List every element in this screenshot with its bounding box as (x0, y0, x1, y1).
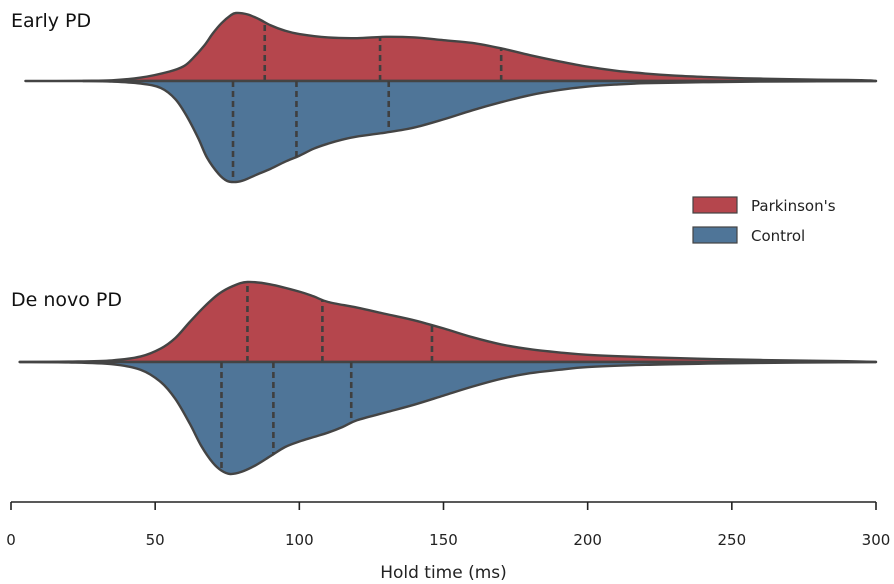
legend-swatch (692, 226, 738, 244)
x-axis-label: Hold time (ms) (380, 563, 507, 583)
violin-panel: Early PD (11, 10, 878, 184)
violin-half (81, 79, 878, 184)
x-ticks: 0 50 100 150 200 250 300 (6, 502, 890, 549)
legend: Parkinson's Control (692, 196, 836, 245)
violin-half (18, 280, 878, 364)
x-tick-label: 300 (862, 531, 891, 549)
legend-label: Parkinson's (751, 197, 836, 215)
x-axis: 0 50 100 150 200 250 300 Hold time (ms) (6, 501, 890, 583)
x-tick-label: 0 (6, 531, 16, 549)
violin-half (18, 360, 878, 476)
violin-panel: De novo PD (11, 280, 878, 476)
x-tick-label: 50 (146, 531, 165, 549)
x-tick-label: 150 (429, 531, 458, 549)
legend-label: Control (751, 227, 805, 245)
panel-title: De novo PD (11, 289, 122, 311)
x-tick-label: 250 (718, 531, 747, 549)
panels: Early PD De novo PD (11, 10, 878, 476)
panel-title: Early PD (11, 10, 91, 32)
x-tick-label: 200 (573, 531, 602, 549)
legend-swatch (692, 196, 738, 214)
violin-half (24, 11, 878, 83)
x-tick-label: 100 (285, 531, 314, 549)
